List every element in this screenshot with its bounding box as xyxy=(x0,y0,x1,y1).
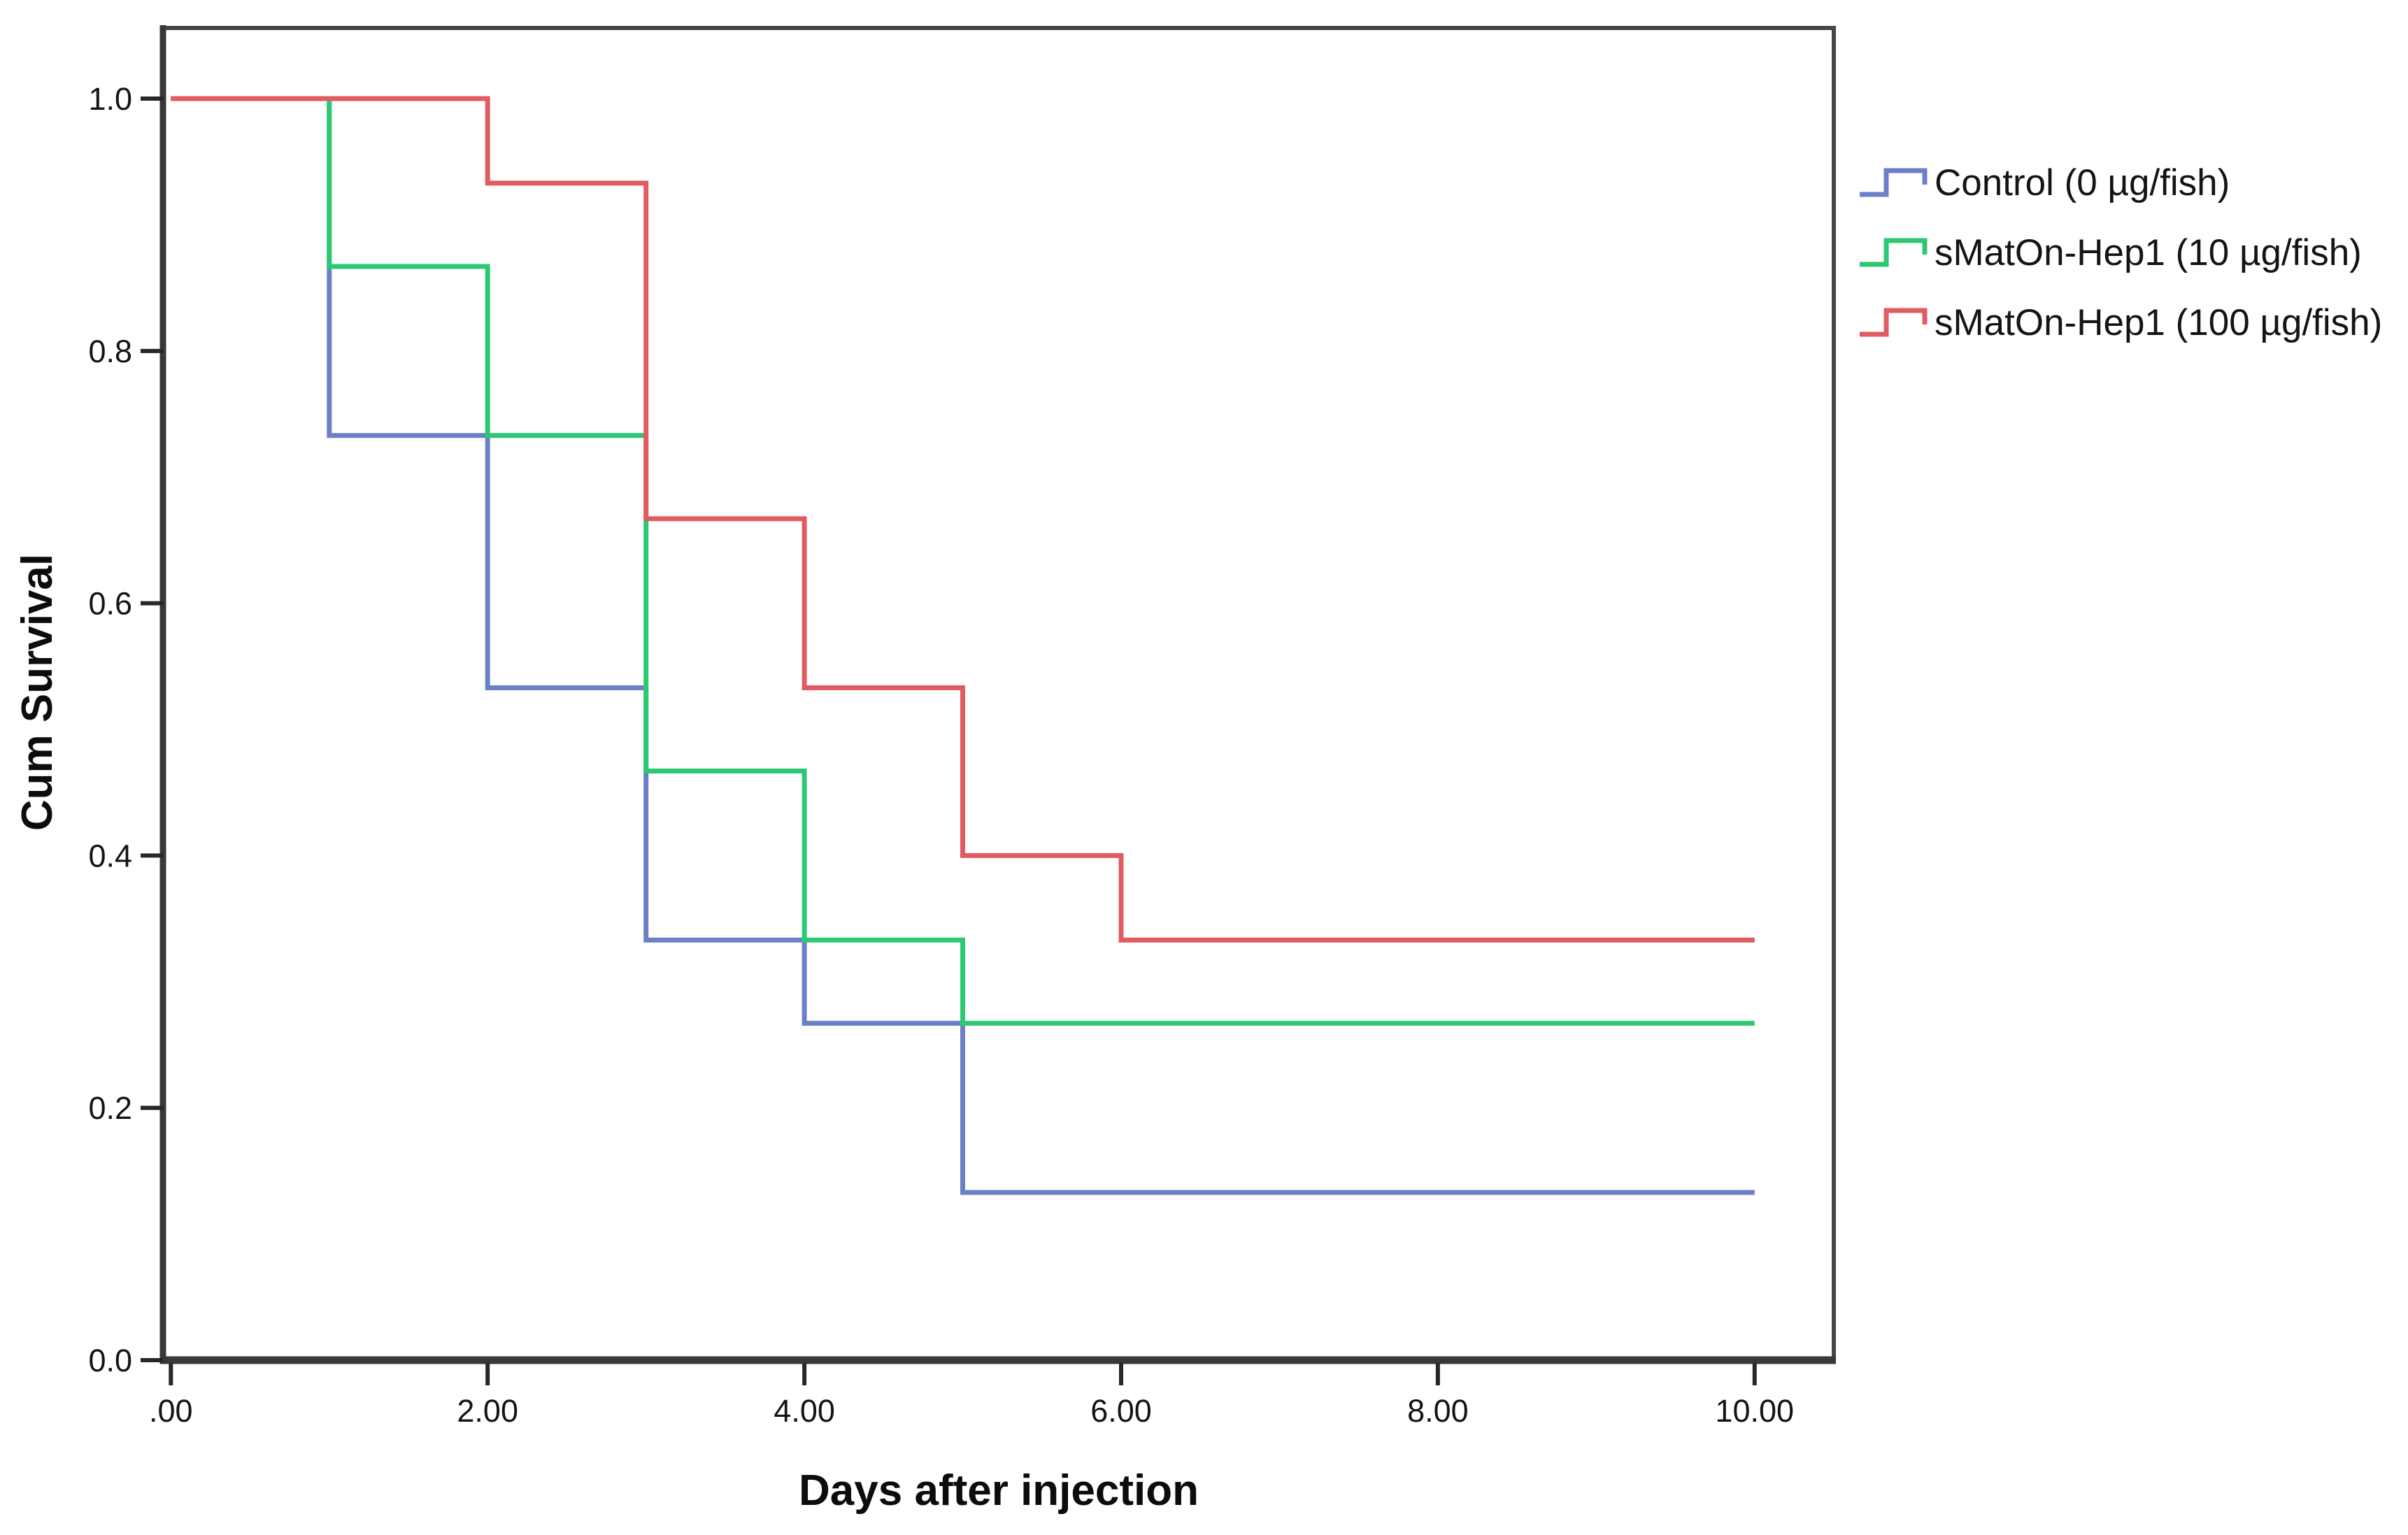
y-axis-ticks: 0.0 0.2 0.4 0.6 0.8 1.0 xyxy=(88,81,163,1378)
y-tick-label: 0.8 xyxy=(88,334,132,369)
legend-label-1: sMatOn-Hep1 (10 µg/fish) xyxy=(1935,232,2362,273)
x-tick-label: 2.00 xyxy=(457,1393,518,1429)
y-tick-label: 0.0 xyxy=(88,1343,132,1378)
x-tick-label: 10.00 xyxy=(1715,1393,1794,1429)
legend-label-2: sMatOn-Hep1 (100 µg/fish) xyxy=(1935,302,2382,343)
x-tick-label: 4.00 xyxy=(774,1393,835,1429)
y-axis-title: Cum Survival xyxy=(13,554,62,831)
series-line-2 xyxy=(171,96,1755,943)
y-tick-label: 0.2 xyxy=(88,1090,132,1126)
x-axis-ticks: .00 2.00 4.00 6.00 8.00 10.00 xyxy=(149,1363,1794,1429)
series-line-1 xyxy=(171,96,1755,1026)
x-tick-label: 8.00 xyxy=(1407,1393,1469,1429)
series-line-0 xyxy=(171,96,1755,1195)
legend-step-glyph-2 xyxy=(1860,308,1928,337)
x-tick-label: .00 xyxy=(149,1393,193,1429)
plot-frame xyxy=(161,26,1836,1362)
x-axis-title: Days after injection xyxy=(799,1466,1199,1515)
x-tick-label: 6.00 xyxy=(1090,1393,1152,1429)
y-tick-label: 0.4 xyxy=(88,838,132,873)
legend-step-glyph-0 xyxy=(1860,168,1928,197)
curves xyxy=(171,96,1755,1195)
legend-step-glyph-1 xyxy=(1860,238,1928,267)
legend-label-0: Control (0 µg/fish) xyxy=(1935,162,2230,204)
legend: Control (0 µg/fish) sMatOn-Hep1 (10 µg/fi… xyxy=(1860,162,2382,343)
y-tick-label: 1.0 xyxy=(88,81,132,117)
y-tick-label: 0.6 xyxy=(88,586,132,622)
